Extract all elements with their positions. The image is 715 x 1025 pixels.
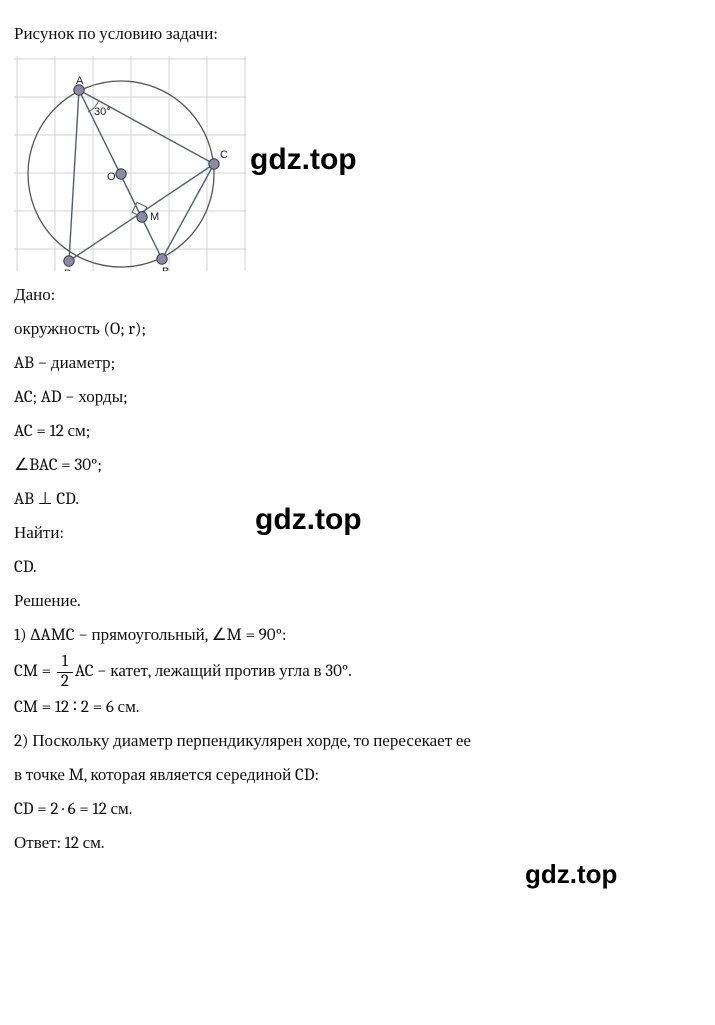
- fraction-half: 12: [57, 653, 73, 691]
- step-2a: 2) Поскольку диаметр перпендикулярен хор…: [14, 725, 701, 759]
- step-1a: 1) ∆AMC − прямоугольный, ∠M = 90°:: [14, 619, 701, 653]
- heading: Рисунок по условию задачи:: [14, 18, 701, 52]
- frac-den: 2: [57, 673, 73, 692]
- step-1b-prefix: CM =: [14, 662, 55, 681]
- given-5: AB ⊥ CD.: [14, 483, 701, 517]
- svg-text:30°: 30°: [94, 106, 111, 118]
- svg-text:D: D: [64, 268, 72, 271]
- svg-text:M: M: [150, 211, 159, 223]
- find-label: Найти:: [14, 517, 701, 551]
- given-0: окружность (O; r);: [14, 313, 701, 347]
- svg-text:B: B: [162, 266, 169, 271]
- watermark-1: gdz.top: [250, 130, 357, 190]
- solution-label: Решение.: [14, 585, 701, 619]
- given-label: Дано:: [14, 279, 701, 313]
- frac-num: 1: [57, 653, 73, 673]
- svg-text:C: C: [220, 149, 228, 161]
- step-2c: CD = 2 · 6 = 12 см.: [14, 793, 701, 827]
- answer: Ответ: 12 см.: [14, 827, 701, 861]
- given-4: ∠BAC = 30°;: [14, 449, 701, 483]
- step-2b: в точке M, которая является серединой CD…: [14, 759, 701, 793]
- given-2: AC; AD − хорды;: [14, 381, 701, 415]
- step-1b: CM = 12AC − катет, лежащий против угла в…: [14, 653, 701, 691]
- step-1c: CM = 12 ∶ 2 = 6 см.: [14, 691, 701, 725]
- given-1: AB − диаметр;: [14, 347, 701, 381]
- svg-text:O: O: [107, 171, 116, 183]
- problem-diagram: 30° A C O M B D: [14, 56, 246, 271]
- svg-text:A: A: [76, 75, 84, 87]
- find: CD.: [14, 551, 701, 585]
- given-3: AC = 12 см;: [14, 415, 701, 449]
- step-1b-suffix: AC − катет, лежащий против угла в 30°.: [75, 662, 352, 681]
